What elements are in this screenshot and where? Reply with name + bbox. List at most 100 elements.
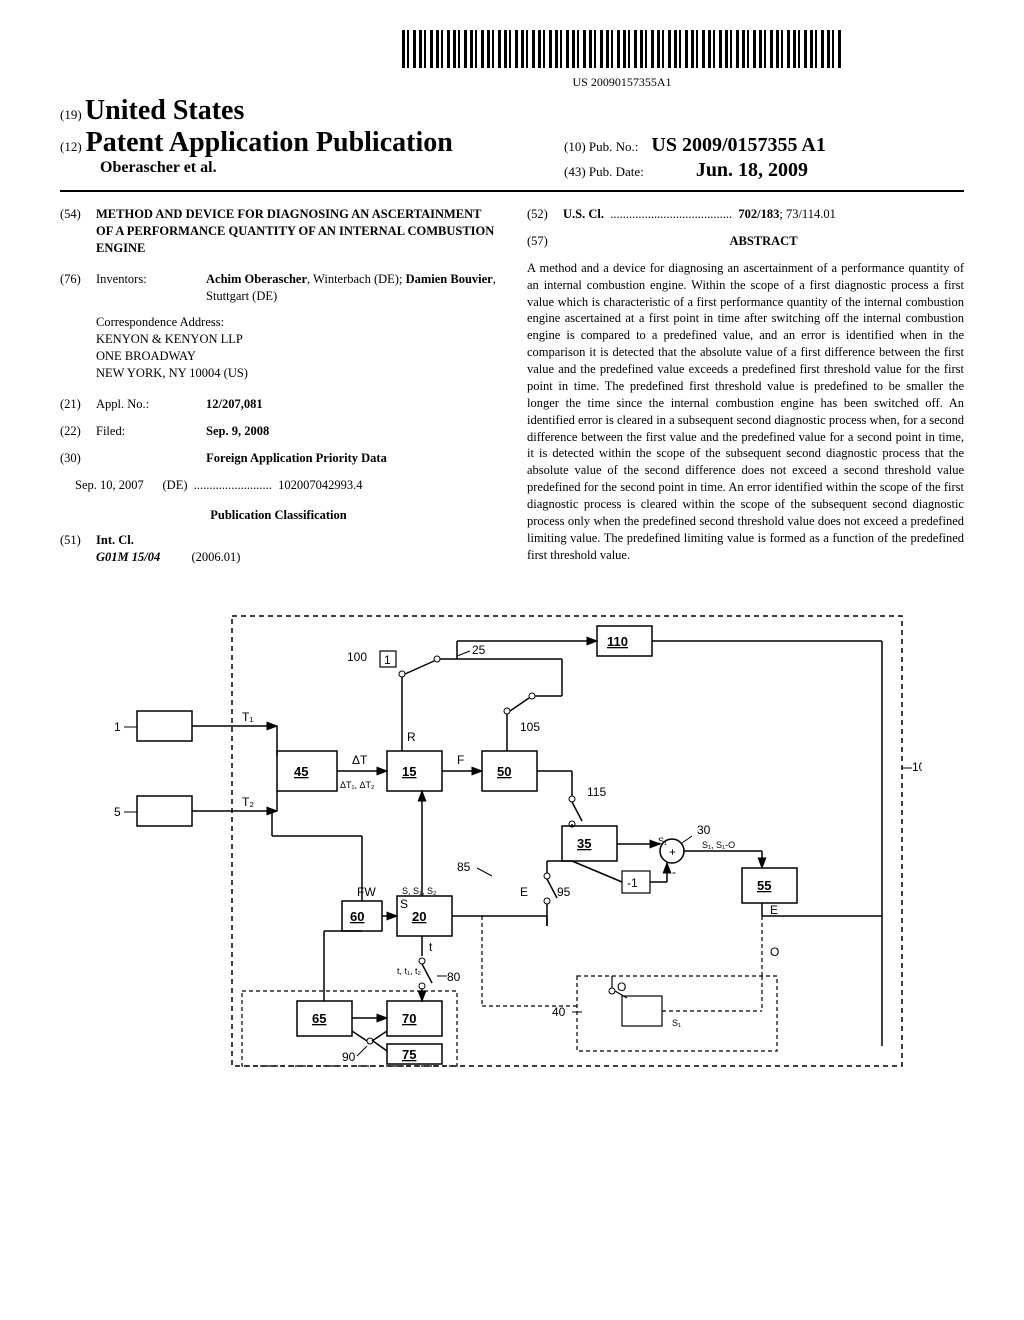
barcode-area: US 20090157355A1	[60, 30, 964, 90]
fig-label-95: 95	[557, 885, 571, 899]
date-right: (43) Pub. Date: Jun. 18, 2009	[564, 159, 964, 182]
authors-line: Oberascher et al. (43) Pub. Date: Jun. 1…	[60, 159, 964, 182]
divider	[60, 190, 964, 192]
intcl-label: Int. Cl.	[96, 533, 134, 547]
fig-label-80: 80	[447, 970, 461, 984]
fig-label-10: 10	[912, 760, 922, 774]
fig-label-85: 85	[457, 860, 471, 874]
fig-label-60: 60	[350, 909, 364, 924]
fig-label-dT: ΔT	[352, 753, 368, 767]
foreign-data-row: Sep. 10, 2007 (DE) .....................…	[75, 477, 497, 494]
fig-label-55: 55	[757, 878, 771, 893]
uscl-value2: ; 73/114.01	[779, 207, 835, 221]
intcl-year: (2006.01)	[192, 550, 241, 564]
pub-type: Patent Application Publication	[86, 127, 453, 158]
code-57: (57)	[527, 233, 563, 250]
right-column: (52) U.S. Cl. ..........................…	[527, 206, 964, 576]
pub-date-label: Pub. Date:	[589, 164, 644, 179]
fig-label-15: 15	[402, 764, 416, 779]
inventors-label: Inventors:	[96, 271, 206, 305]
intcl-value: G01M 15/04	[96, 550, 160, 564]
inventors-row: (76) Inventors: Achim Oberascher, Winter…	[60, 271, 497, 305]
fig-label-minus1: -1	[627, 876, 638, 890]
fig-label-S1b: S₁	[672, 1018, 681, 1028]
fig-label-minus: -	[672, 865, 676, 879]
fig-label-115: 115	[587, 785, 606, 799]
uscl-value: 702/183	[738, 207, 779, 221]
pub-right: (10) Pub. No.: US 2009/0157355 A1	[564, 134, 964, 157]
fig-label-plus1: 1	[384, 653, 391, 667]
fig-label-25: 25	[472, 643, 486, 657]
abstract-text: A method and a device for diagnosing an …	[527, 260, 964, 564]
authors: Oberascher et al.	[60, 159, 564, 182]
corr-line2: ONE BROADWAY	[96, 348, 497, 365]
code-52: (52)	[527, 206, 563, 223]
corr-line1: KENYON & KENYON LLP	[96, 331, 497, 348]
uscl-label: U.S. Cl.	[563, 207, 604, 221]
fig-label-R: R	[407, 730, 416, 744]
fig-label-t: t	[429, 940, 433, 954]
code-10: (10)	[564, 139, 586, 154]
corr-line3: NEW YORK, NY 10004 (US)	[96, 365, 497, 382]
filed-value: Sep. 9, 2008	[206, 424, 269, 438]
intcl-row: (51) Int. Cl. G01M 15/04 (2006.01)	[60, 532, 497, 566]
inventor-1: Achim Oberascher	[206, 272, 307, 286]
fig-label-T2: T₂	[242, 795, 254, 809]
fig-label-plus: +	[669, 845, 676, 859]
country-line: (19) United States	[60, 95, 964, 127]
pub-line: (12) Patent Application Publication (10)…	[60, 127, 964, 159]
fig-label-O: O	[770, 945, 779, 959]
fig-label-20: 20	[412, 909, 426, 924]
uscl-row: (52) U.S. Cl. ..........................…	[527, 206, 964, 223]
left-column: (54) METHOD AND DEVICE FOR DIAGNOSING AN…	[60, 206, 497, 576]
fig-label-90: 90	[342, 1050, 356, 1064]
foreign-heading-row: (30) Foreign Application Priority Data	[60, 450, 497, 467]
barcode	[402, 30, 842, 68]
abstract-heading-row: (57) ABSTRACT	[527, 233, 964, 250]
fig-label-5: 5	[114, 805, 121, 819]
filed-label: Filed:	[96, 423, 206, 440]
pub-no: US 2009/0157355 A1	[651, 134, 825, 156]
code-22: (22)	[60, 423, 96, 440]
appl-value: 12/207,081	[206, 397, 263, 411]
title-row: (54) METHOD AND DEVICE FOR DIAGNOSING AN…	[60, 206, 497, 257]
fig-label-S1O: S₁, S₁-O	[702, 840, 735, 850]
inventor-1-loc: , Winterbach (DE);	[307, 272, 406, 286]
patent-page: US 20090157355A1 (19) United States (12)…	[0, 0, 1024, 1320]
uscl-line: U.S. Cl. ...............................…	[563, 206, 964, 223]
fig-label-F: F	[457, 753, 464, 767]
abstract-label: ABSTRACT	[729, 234, 797, 248]
figure-area: 10 1 5 45 T₁ T₂ 15 ΔT	[60, 596, 964, 1081]
foreign-date: Sep. 10, 2007	[75, 478, 144, 492]
foreign-heading: Foreign Application Priority Data	[206, 451, 387, 465]
fig-label-30: 30	[697, 823, 711, 837]
code-21: (21)	[60, 396, 96, 413]
fig-label-tt1t2: t, t₁, t₂	[397, 966, 422, 976]
country: United States	[85, 95, 244, 126]
fig-label-75: 75	[402, 1047, 416, 1062]
fig-label-100: 100	[347, 650, 367, 664]
pub-no-label: Pub. No.:	[589, 139, 638, 154]
fig-label-E2: E	[770, 903, 778, 917]
inventors-value: Achim Oberascher, Winterbach (DE); Damie…	[206, 271, 497, 305]
fig-label-50: 50	[497, 764, 511, 779]
code-12: (12)	[60, 139, 82, 154]
fig-label-dT12: ΔT₁, ΔT₂	[340, 780, 375, 790]
corr-label: Correspondence Address:	[96, 314, 497, 331]
inventor-2: Damien Bouvier	[406, 272, 493, 286]
fig-label-S: S	[400, 897, 408, 911]
fig-label-70: 70	[402, 1011, 416, 1026]
pub-date: Jun. 18, 2009	[696, 159, 808, 181]
appl-label: Appl. No.:	[96, 396, 206, 413]
fig-label-45: 45	[294, 764, 308, 779]
code-19: (19)	[60, 107, 82, 122]
code-76: (76)	[60, 271, 96, 305]
fig-label-T1: T₁	[242, 710, 253, 724]
filed-row: (22) Filed: Sep. 9, 2008	[60, 423, 497, 440]
correspondence-block: Correspondence Address: KENYON & KENYON …	[96, 314, 497, 382]
foreign-country: (DE)	[163, 478, 188, 492]
pub-left: (12) Patent Application Publication	[60, 127, 564, 159]
figure-svg: 10 1 5 45 T₁ T₂ 15 ΔT	[102, 596, 922, 1076]
fig-label-SS1S2: S, S₁, S₂	[402, 886, 437, 896]
code-30: (30)	[60, 450, 96, 467]
